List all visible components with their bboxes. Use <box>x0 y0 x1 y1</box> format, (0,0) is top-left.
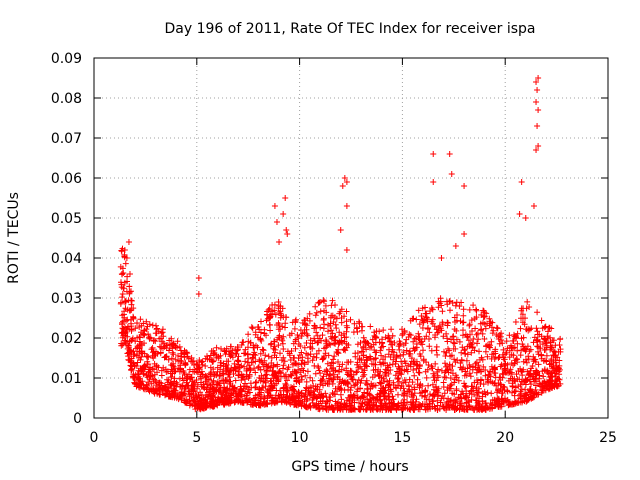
outlier-point <box>283 227 290 233</box>
outlier-point <box>123 255 130 261</box>
outlier-point <box>276 239 283 245</box>
outlier-point <box>125 239 132 245</box>
outlier-point <box>195 275 202 281</box>
outlier-point <box>341 175 348 181</box>
outlier-point <box>535 143 542 149</box>
y-tick-label: 0 <box>73 411 82 427</box>
y-tick-label: 0.07 <box>51 131 82 147</box>
axis-ticks <box>93 57 609 419</box>
x-tick-label: 10 <box>291 430 309 446</box>
outlier-point <box>280 211 287 217</box>
y-tick-label: 0.08 <box>51 91 82 107</box>
outlier-point <box>438 255 445 261</box>
outlier-point <box>195 291 202 297</box>
outlier-point <box>534 87 541 93</box>
outlier-point <box>533 99 540 105</box>
outlier-point <box>518 179 525 185</box>
outlier-point <box>273 219 280 225</box>
outlier-point <box>533 147 540 153</box>
x-tick-label: 15 <box>393 430 411 446</box>
y-tick-label: 0.03 <box>51 291 82 307</box>
outlier-point <box>535 107 542 113</box>
chart-title: Day 196 of 2011, Rate Of TEC Index for r… <box>164 21 535 37</box>
y-tick-label: 0.04 <box>51 251 82 267</box>
outlier-point <box>126 271 133 277</box>
outlier-point <box>461 231 468 237</box>
outlier-point <box>516 211 523 217</box>
outlier-point <box>530 203 537 209</box>
y-tick-label: 0.06 <box>51 171 82 187</box>
outlier-point <box>282 195 289 201</box>
point-cloud <box>117 245 564 413</box>
x-tick-label: 20 <box>496 430 514 446</box>
outlier-point <box>430 151 437 157</box>
outlier-point <box>343 247 350 253</box>
outlier-point <box>119 291 126 297</box>
outlier-point <box>337 227 344 233</box>
y-tick-label: 0.01 <box>51 371 82 387</box>
x-axis-label: GPS time / hours <box>291 459 408 475</box>
plot-frame <box>93 57 609 419</box>
axis-tick-labels: 0 5 10 15 20 25 0 0.01 0.02 0.03 0.04 0.05 0.06 0.07 0… <box>51 51 617 446</box>
y-tick-label: 0.09 <box>51 51 82 67</box>
y-tick-label: 0.05 <box>51 211 82 227</box>
y-tick-label: 0.02 <box>51 331 82 347</box>
outlier-point <box>461 183 468 189</box>
outlier-point <box>535 75 542 81</box>
outlier-point <box>343 179 350 185</box>
outlier-point <box>448 171 455 177</box>
outlier-point <box>284 231 291 237</box>
outlier-point <box>343 203 350 209</box>
x-tick-label: 5 <box>192 430 201 446</box>
y-axis-label: ROTI / TECUs <box>6 192 22 284</box>
outlier-point <box>271 203 278 209</box>
outlier-point <box>452 243 459 249</box>
outlier-point <box>430 179 437 185</box>
outlier-point <box>534 123 541 129</box>
x-tick-label: 0 <box>90 430 99 446</box>
outlier-point <box>533 79 540 85</box>
outlier-point <box>339 183 346 189</box>
data-points <box>117 75 564 413</box>
x-tick-label: 25 <box>599 430 617 446</box>
outlier-point <box>522 215 529 221</box>
outlier-point <box>121 247 128 253</box>
outlier-point <box>446 151 453 157</box>
